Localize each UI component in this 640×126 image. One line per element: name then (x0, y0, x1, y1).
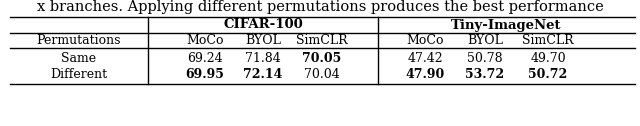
Text: Different: Different (51, 68, 108, 81)
Text: Permutations: Permutations (36, 35, 121, 48)
Text: SimCLR: SimCLR (522, 35, 574, 48)
Text: SimCLR: SimCLR (296, 35, 348, 48)
Text: 53.72: 53.72 (465, 68, 504, 81)
Text: 70.04: 70.04 (304, 68, 340, 81)
Text: 70.05: 70.05 (302, 52, 342, 65)
Text: BYOL: BYOL (467, 35, 503, 48)
Text: 72.14: 72.14 (243, 68, 283, 81)
Text: x branches. Applying different permutations produces the best performance: x branches. Applying different permutati… (36, 0, 604, 14)
Text: 50.78: 50.78 (467, 52, 503, 65)
Text: 69.24: 69.24 (187, 52, 223, 65)
Text: MoCo: MoCo (406, 35, 444, 48)
Text: CIFAR-100: CIFAR-100 (223, 19, 303, 32)
Text: 49.70: 49.70 (530, 52, 566, 65)
Text: MoCo: MoCo (186, 35, 224, 48)
Text: 71.84: 71.84 (245, 52, 281, 65)
Text: 47.42: 47.42 (407, 52, 443, 65)
Text: Tiny-ImageNet: Tiny-ImageNet (451, 19, 562, 32)
Text: 50.72: 50.72 (529, 68, 568, 81)
Text: Same: Same (61, 52, 97, 65)
Text: 69.95: 69.95 (186, 68, 225, 81)
Text: 47.90: 47.90 (405, 68, 445, 81)
Text: BYOL: BYOL (245, 35, 281, 48)
